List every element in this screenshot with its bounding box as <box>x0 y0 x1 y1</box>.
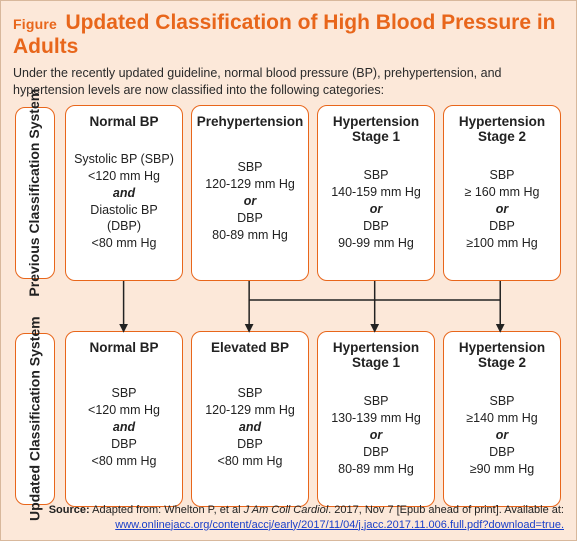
figure-frame: Figure Updated Classification of High Bl… <box>0 0 577 541</box>
card-line: SBP <box>465 167 540 184</box>
upd-card-stage2: Hypertension Stage 2 SBP ≥140 mm Hg or D… <box>443 331 561 507</box>
card-title: Prehypertension <box>197 114 304 130</box>
card-line: <80 mm Hg <box>88 453 160 470</box>
card-conj: or <box>331 427 421 444</box>
card-line: ≥100 mm Hg <box>465 235 540 252</box>
card-line: 120-129 mm Hg <box>205 402 295 419</box>
card-conj: and <box>205 419 295 436</box>
card-title: Hypertension Stage 1 <box>324 114 428 145</box>
card-line: SBP <box>88 385 160 402</box>
card-line: 130-139 mm Hg <box>331 410 421 427</box>
card-line: ≥90 mm Hg <box>466 461 537 478</box>
diagram: Previous Classification System Normal BP… <box>13 105 564 509</box>
upd-card-normal: Normal BP SBP <120 mm Hg and DBP <80 mm … <box>65 331 183 507</box>
previous-system-label: Previous Classification System <box>27 89 42 297</box>
card-body: SBP ≥140 mm Hg or DBP ≥90 mm Hg <box>466 373 537 498</box>
source-citation: Source: Adapted from: Whelton P, et al J… <box>13 503 564 532</box>
source-label: Source: <box>49 504 90 516</box>
card-line: <120 mm Hg <box>72 168 176 185</box>
prev-card-normal: Normal BP Systolic BP (SBP) <120 mm Hg a… <box>65 105 183 281</box>
card-body: SBP 120-129 mm Hg or DBP 80-89 mm Hg <box>205 131 295 271</box>
source-text-after: . 2017, Nov 7 [Epub ahead of print]. Ava… <box>328 504 564 516</box>
card-line: 80-89 mm Hg <box>331 461 421 478</box>
figure-title: Updated Classification of High Blood Pre… <box>13 11 556 58</box>
card-body: SBP ≥ 160 mm Hg or DBP ≥100 mm Hg <box>465 147 540 272</box>
card-line: DBP <box>465 218 540 235</box>
card-line: <120 mm Hg <box>88 402 160 419</box>
card-line: ≥140 mm Hg <box>466 410 537 427</box>
previous-system-label-box: Previous Classification System <box>15 107 55 279</box>
card-title: Hypertension Stage 2 <box>450 114 554 145</box>
card-conj: or <box>331 201 421 218</box>
card-line: ≥ 160 mm Hg <box>465 184 540 201</box>
prev-card-stage1: Hypertension Stage 1 SBP 140-159 mm Hg o… <box>317 105 435 281</box>
card-title: Normal BP <box>89 340 158 356</box>
source-text-before: Adapted from: Whelton P, et al <box>92 504 243 516</box>
card-title: Normal BP <box>89 114 158 130</box>
updated-system-label-box: Updated Classification System <box>15 333 55 505</box>
card-line: DBP <box>205 436 295 453</box>
card-body: Systolic BP (SBP) <120 mm Hg and Diastol… <box>72 131 176 271</box>
source-link[interactable]: www.onlinejacc.org/content/accj/early/20… <box>115 519 564 531</box>
card-body: SBP 140-159 mm Hg or DBP 90-99 mm Hg <box>331 147 421 272</box>
card-conj: and <box>72 185 176 202</box>
previous-cards: Normal BP Systolic BP (SBP) <120 mm Hg a… <box>65 105 561 281</box>
card-body: SBP 120-129 mm Hg and DBP <80 mm Hg <box>205 357 295 497</box>
card-line: SBP <box>331 167 421 184</box>
card-line: DBP <box>88 436 160 453</box>
card-line: DBP <box>205 210 295 227</box>
card-line: <80 mm Hg <box>205 453 295 470</box>
upd-card-stage1: Hypertension Stage 1 SBP 130-139 mm Hg o… <box>317 331 435 507</box>
card-line: DBP <box>331 444 421 461</box>
card-line: DBP <box>466 444 537 461</box>
card-body: SBP <120 mm Hg and DBP <80 mm Hg <box>88 357 160 497</box>
source-journal: J Am Coll Cardiol <box>244 504 329 516</box>
card-body: SBP 130-139 mm Hg or DBP 80-89 mm Hg <box>331 373 421 498</box>
updated-cards: Normal BP SBP <120 mm Hg and DBP <80 mm … <box>65 331 561 507</box>
card-conj: and <box>88 419 160 436</box>
card-line: SBP <box>205 385 295 402</box>
card-title: Hypertension Stage 1 <box>324 340 428 371</box>
card-line: 120-129 mm Hg <box>205 176 295 193</box>
prev-card-stage2: Hypertension Stage 2 SBP ≥ 160 mm Hg or … <box>443 105 561 281</box>
upd-card-elevated: Elevated BP SBP 120-129 mm Hg and DBP <8… <box>191 331 309 507</box>
card-line: SBP <box>466 393 537 410</box>
intro-text: Under the recently updated guideline, no… <box>13 65 564 99</box>
card-line: <80 mm Hg <box>72 235 176 252</box>
card-line: 90-99 mm Hg <box>331 235 421 252</box>
figure-label: Figure <box>13 16 57 32</box>
card-conj: or <box>466 427 537 444</box>
card-line: 80-89 mm Hg <box>205 227 295 244</box>
card-title: Hypertension Stage 2 <box>450 340 554 371</box>
card-line: Diastolic BP (DBP) <box>72 202 176 236</box>
prev-card-prehtn: Prehypertension SBP 120-129 mm Hg or DBP… <box>191 105 309 281</box>
card-line: 140-159 mm Hg <box>331 184 421 201</box>
card-conj: or <box>465 201 540 218</box>
card-line: DBP <box>331 218 421 235</box>
card-line: SBP <box>205 159 295 176</box>
updated-system-label: Updated Classification System <box>27 316 42 521</box>
card-line: SBP <box>331 393 421 410</box>
card-title: Elevated BP <box>211 340 289 356</box>
card-conj: or <box>205 193 295 210</box>
card-line: Systolic BP (SBP) <box>72 151 176 168</box>
title-line: Figure Updated Classification of High Bl… <box>13 11 564 59</box>
